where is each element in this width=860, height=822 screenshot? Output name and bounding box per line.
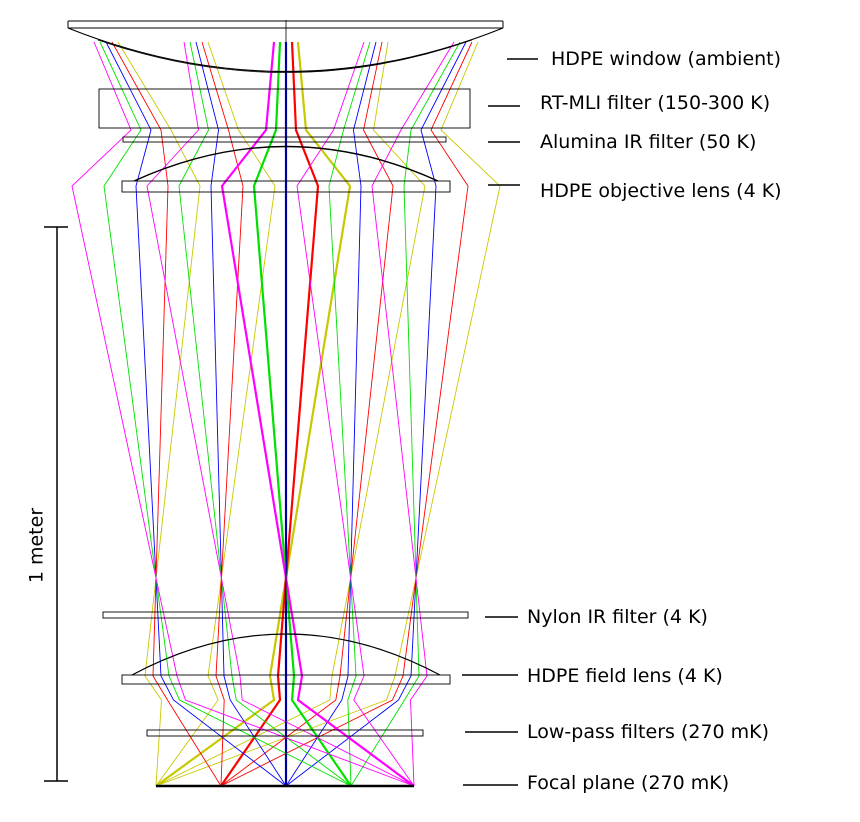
ray-4-0 xyxy=(71,41,415,787)
ray-3-0 xyxy=(99,41,352,787)
hdpe-window xyxy=(67,20,504,73)
hdpe-field-lens xyxy=(121,633,451,685)
scale-bar xyxy=(44,226,68,782)
ray-4-4 xyxy=(371,41,455,787)
ray-3-3 xyxy=(328,41,371,787)
ray-2-1 xyxy=(195,41,287,787)
ray-4-1 xyxy=(146,41,415,787)
leader-lines xyxy=(462,58,538,786)
label-low-pass-filters: Low-pass filters (270 mK) xyxy=(527,721,770,743)
nylon-ir-filter xyxy=(102,611,469,619)
label-focal-plane: Focal plane (270 mK) xyxy=(527,772,730,794)
label-alumina-ir-filter: Alumina IR filter (50 K) xyxy=(540,131,757,153)
ray-1-0 xyxy=(111,41,222,787)
ray-4-3 xyxy=(296,41,415,787)
label-hdpe-window: HDPE window (ambient) xyxy=(551,48,782,70)
ray-2-3 xyxy=(285,41,377,787)
rt-mli-filter xyxy=(98,88,471,129)
ray-3-2 xyxy=(252,41,352,787)
ray-0-2 xyxy=(155,41,352,787)
ray-2-0 xyxy=(105,41,287,787)
label-nylon-ir-filter: Nylon IR filter (4 K) xyxy=(527,606,708,628)
label-hdpe-objective-lens: HDPE objective lens (4 K) xyxy=(540,180,782,202)
ray-4-2 xyxy=(220,41,415,787)
ray-3-1 xyxy=(178,41,352,787)
label-rt-mli-filter: RT-MLI filter (150-300 K) xyxy=(540,92,771,114)
low-pass-filters xyxy=(146,729,424,737)
ray-0-0 xyxy=(117,41,201,787)
label-hdpe-field-lens: HDPE field lens (4 K) xyxy=(527,665,723,687)
ray-3-4 xyxy=(350,41,461,787)
hdpe-objective-lens xyxy=(121,145,451,193)
scale-bar-label: 1 meter xyxy=(25,507,48,584)
alumina-ir-filter xyxy=(122,136,447,143)
ray-2-4 xyxy=(285,41,467,787)
